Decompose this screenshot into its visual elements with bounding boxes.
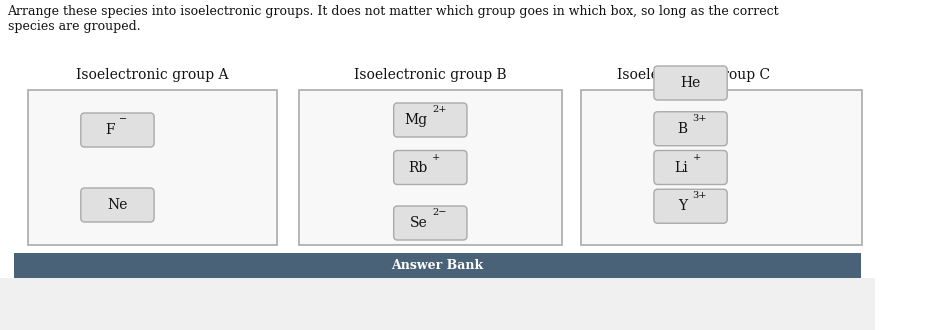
FancyBboxPatch shape [581, 90, 862, 245]
FancyBboxPatch shape [654, 112, 727, 146]
FancyBboxPatch shape [394, 206, 467, 240]
Text: species are grouped.: species are grouped. [7, 20, 141, 33]
Bar [0, 278, 875, 330]
Text: 2−: 2− [432, 208, 447, 217]
Text: Rb: Rb [408, 160, 427, 175]
Bar [14, 253, 860, 278]
Text: B: B [678, 122, 688, 136]
FancyBboxPatch shape [299, 90, 561, 245]
Text: −: − [119, 115, 128, 124]
Text: 3+: 3+ [693, 114, 707, 123]
FancyBboxPatch shape [28, 90, 277, 245]
Text: 3+: 3+ [693, 191, 707, 200]
Text: Isoelectronic group C: Isoelectronic group C [617, 68, 770, 82]
Text: +: + [432, 152, 440, 161]
Text: +: + [693, 152, 701, 161]
Text: He: He [681, 76, 701, 90]
Text: Isoelectronic group A: Isoelectronic group A [76, 68, 229, 82]
Text: Answer Bank: Answer Bank [391, 259, 483, 272]
FancyBboxPatch shape [81, 113, 155, 147]
Text: Isoelectronic group B: Isoelectronic group B [354, 68, 506, 82]
Text: Arrange these species into isoelectronic groups. It does not matter which group : Arrange these species into isoelectronic… [7, 5, 779, 18]
Text: Mg: Mg [404, 113, 427, 127]
Text: Se: Se [410, 216, 427, 230]
FancyBboxPatch shape [654, 150, 727, 184]
Text: Ne: Ne [107, 198, 128, 212]
Text: 2+: 2+ [432, 105, 447, 114]
Text: Y: Y [679, 199, 688, 213]
FancyBboxPatch shape [394, 150, 467, 184]
Text: F: F [105, 123, 115, 137]
FancyBboxPatch shape [394, 103, 467, 137]
FancyBboxPatch shape [654, 189, 727, 223]
FancyBboxPatch shape [81, 188, 155, 222]
FancyBboxPatch shape [654, 66, 727, 100]
Text: Li: Li [674, 160, 688, 175]
